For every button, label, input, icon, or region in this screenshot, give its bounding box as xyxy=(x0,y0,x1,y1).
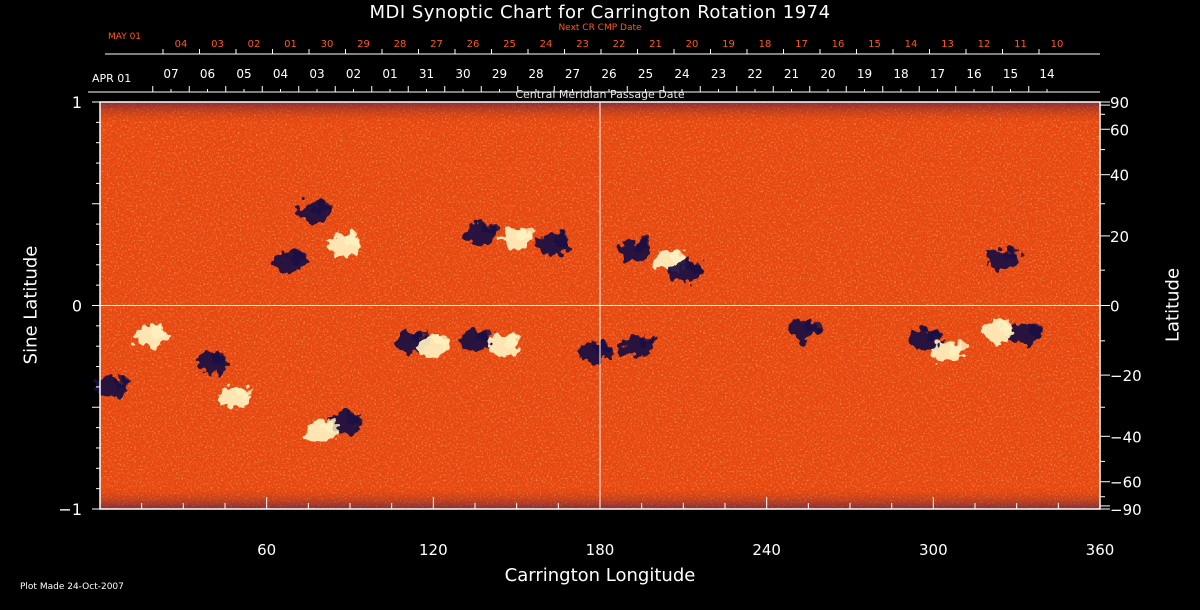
cmp-date-label: 02 xyxy=(346,67,361,81)
y-tick-label-left: 1 xyxy=(72,93,82,112)
next-axis-start-label: MAY 01 xyxy=(108,32,142,42)
y-tick-label-right: 40 xyxy=(1110,167,1129,185)
next-cr-date-label: 02 xyxy=(248,39,261,50)
x-tick-label: 60 xyxy=(257,541,276,559)
next-cr-axis-label: Next CR CMP Date xyxy=(558,23,642,33)
top-axis-start-label: APR 01 xyxy=(92,72,132,85)
next-cr-date-label: 15 xyxy=(868,39,881,50)
cmp-date-label: 26 xyxy=(601,67,616,81)
y-axis-label-right: Latitude xyxy=(1162,267,1184,343)
y-tick-label-right: 0 xyxy=(1110,298,1120,316)
cmp-date-label: 07 xyxy=(163,67,178,81)
next-cr-date-label: 20 xyxy=(686,39,699,50)
cmp-date-label: 28 xyxy=(528,67,543,81)
y-tick-label-right: −90 xyxy=(1110,501,1142,519)
next-cr-date-label: 11 xyxy=(1014,39,1027,50)
y-tick-label-left: −1 xyxy=(58,500,82,519)
x-tick-label: 180 xyxy=(586,541,615,559)
cmp-axis-label: Central Meridian Passage Date xyxy=(515,88,685,101)
cmp-date-label: 25 xyxy=(638,67,653,81)
cmp-date-label: 17 xyxy=(930,67,945,81)
next-cr-date-label: 04 xyxy=(175,39,188,50)
cmp-date-label: 05 xyxy=(236,67,251,81)
cmp-date-label: 21 xyxy=(784,67,799,81)
cmp-date-label: 31 xyxy=(419,67,434,81)
next-cr-date-label: 13 xyxy=(941,39,954,50)
next-cr-date-label: 24 xyxy=(540,39,553,50)
x-axis-label: Carrington Longitude xyxy=(504,565,696,586)
next-cr-date-label: 12 xyxy=(978,39,991,50)
cmp-date-label: 19 xyxy=(857,67,872,81)
x-tick-label: 300 xyxy=(919,541,948,559)
cmp-date-label: 15 xyxy=(1003,67,1018,81)
cmp-date-label: 18 xyxy=(893,67,908,81)
y-tick-label-right: 20 xyxy=(1110,228,1129,246)
y-tick-label-right: −60 xyxy=(1110,474,1142,492)
next-cr-date-label: 30 xyxy=(321,39,334,50)
next-cr-date-label: 25 xyxy=(503,39,516,50)
next-cr-date-label: 28 xyxy=(394,39,407,50)
y-tick-label-right: 90 xyxy=(1110,94,1129,112)
next-cr-date-label: 03 xyxy=(211,39,224,50)
y-tick-label-right: 60 xyxy=(1110,121,1129,139)
next-cr-date-label: 19 xyxy=(722,39,735,50)
next-cr-date-label: 17 xyxy=(795,39,808,50)
y-tick-label-right: −40 xyxy=(1110,428,1142,446)
cmp-date-label: 30 xyxy=(455,67,470,81)
y-tick-label-left: 0 xyxy=(72,297,82,316)
cmp-date-label: 14 xyxy=(1039,67,1054,81)
next-cr-date-label: 01 xyxy=(284,39,297,50)
cmp-date-label: 27 xyxy=(565,67,580,81)
cmp-date-label: 20 xyxy=(820,67,835,81)
next-cr-date-label: 16 xyxy=(832,39,845,50)
next-cr-date-label: 23 xyxy=(576,39,589,50)
cmp-date-label: 01 xyxy=(382,67,397,81)
cmp-date-label: 04 xyxy=(273,67,288,81)
cmp-date-label: 03 xyxy=(309,67,324,81)
chart-title: MDI Synoptic Chart for Carrington Rotati… xyxy=(369,2,831,23)
cmp-date-label: 22 xyxy=(747,67,762,81)
next-cr-date-label: 10 xyxy=(1051,39,1064,50)
cmp-date-label: 06 xyxy=(200,67,215,81)
next-cr-date-label: 27 xyxy=(430,39,443,50)
cmp-date-label: 23 xyxy=(711,67,726,81)
next-cr-date-label: 22 xyxy=(613,39,626,50)
cmp-date-label: 29 xyxy=(492,67,507,81)
y-axis-label-left: Sine Latitude xyxy=(20,245,42,365)
plot-made-note: Plot Made 24-Oct-2007 xyxy=(20,582,124,592)
y-tick-label-right: −20 xyxy=(1110,367,1142,385)
x-tick-label: 120 xyxy=(419,541,448,559)
cmp-date-label: 16 xyxy=(966,67,981,81)
next-cr-date-label: 14 xyxy=(905,39,918,50)
x-tick-label: 240 xyxy=(752,541,781,559)
next-cr-date-label: 29 xyxy=(357,39,370,50)
next-cr-date-label: 26 xyxy=(467,39,480,50)
x-tick-label: 360 xyxy=(1086,541,1115,559)
cmp-date-label: 24 xyxy=(674,67,689,81)
next-cr-date-label: 21 xyxy=(649,39,662,50)
next-cr-date-label: 18 xyxy=(759,39,772,50)
